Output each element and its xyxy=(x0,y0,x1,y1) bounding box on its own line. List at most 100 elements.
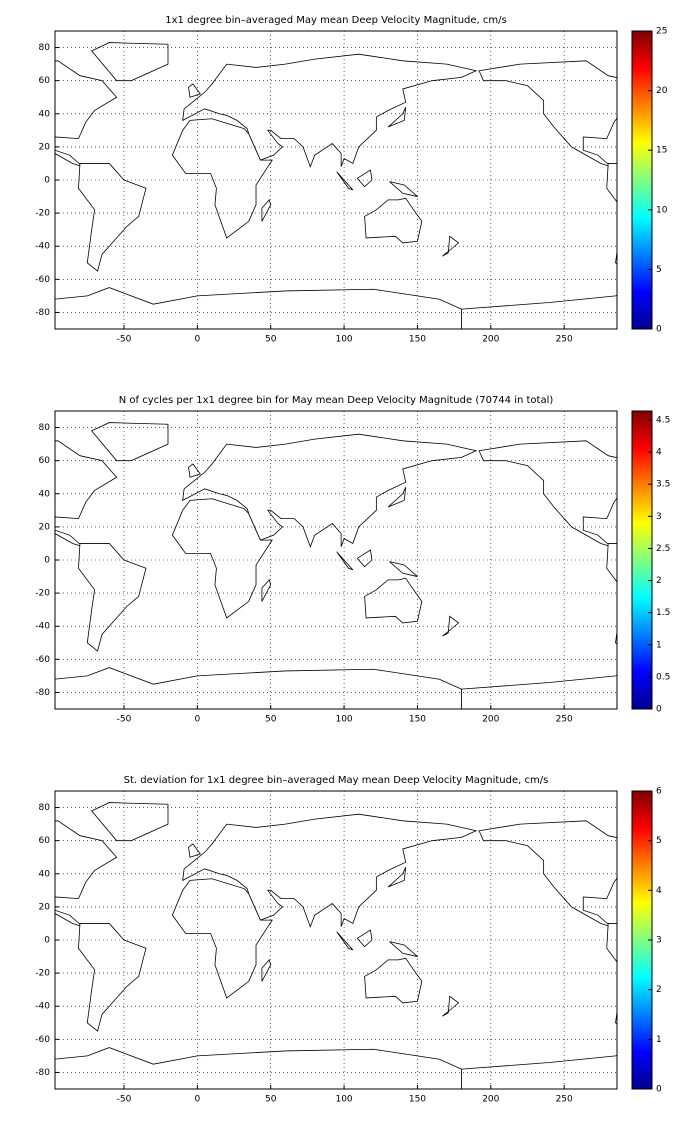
coastline xyxy=(478,60,617,168)
colorbar xyxy=(631,410,653,710)
x-tick-label: 50 xyxy=(265,335,277,345)
colorbar-tick-label: 2 xyxy=(656,576,662,586)
coastline xyxy=(389,561,418,577)
coastline xyxy=(55,1047,462,1089)
x-tick-label: 0 xyxy=(194,335,200,345)
y-tick-label: 40 xyxy=(39,489,51,499)
coastline xyxy=(55,60,118,168)
colorbar-tick-label: 15 xyxy=(656,146,667,156)
coastline xyxy=(55,820,118,928)
colorbar-tick-label: 4.5 xyxy=(656,415,670,425)
y-tick-label: -80 xyxy=(35,308,50,318)
coastline xyxy=(620,43,696,81)
y-tick-label: -80 xyxy=(35,688,50,698)
coastline xyxy=(387,486,407,508)
chart-title: 1x1 degree bin–averaged May mean Deep Ve… xyxy=(165,15,506,26)
y-tick-label: -60 xyxy=(35,275,50,285)
coastline xyxy=(606,543,617,645)
coastline xyxy=(182,433,478,548)
x-tick-label: 200 xyxy=(482,1095,499,1105)
coastline xyxy=(78,163,147,272)
x-tick-label: 50 xyxy=(265,1095,277,1105)
x-tick-label: 250 xyxy=(556,335,573,345)
coastline xyxy=(620,803,696,841)
colorbar-tick-label: 5 xyxy=(656,265,662,275)
x-tick-label: 200 xyxy=(482,715,499,725)
x-tick-label: 50 xyxy=(265,715,277,725)
colorbar-tick-label: 25 xyxy=(656,27,667,37)
x-tick-label: 150 xyxy=(409,1095,426,1105)
coastline xyxy=(55,287,462,329)
chart-title: St. deviation for 1x1 degree bin–average… xyxy=(124,775,549,786)
y-tick-label: 20 xyxy=(39,142,51,152)
coastline xyxy=(182,813,478,928)
colorbar-tick-label: 20 xyxy=(656,86,668,96)
land xyxy=(55,802,696,1089)
coastline xyxy=(336,171,354,191)
axes-frame xyxy=(54,30,618,330)
colorbar-tick-label: 2.5 xyxy=(656,544,670,554)
x-tick-label: 100 xyxy=(335,1095,352,1105)
coastline xyxy=(55,667,462,709)
coastline xyxy=(606,923,617,1025)
y-tick-label: 40 xyxy=(39,869,51,879)
y-tick-label: -20 xyxy=(35,209,50,219)
chart-title: N of cycles per 1x1 degree bin for May m… xyxy=(119,395,554,406)
y-tick-label: 20 xyxy=(39,522,51,532)
colorbar-tick-label: 10 xyxy=(656,205,668,215)
coastline xyxy=(389,181,418,197)
x-tick-label: -50 xyxy=(117,715,132,725)
x-tick-label: 250 xyxy=(556,1095,573,1105)
y-tick-label: 60 xyxy=(39,456,51,466)
coastline xyxy=(478,440,617,548)
y-tick-label: -40 xyxy=(35,242,50,252)
coastline xyxy=(188,463,201,478)
coastline xyxy=(261,959,272,982)
coastline xyxy=(606,163,617,265)
colorbar-tick-label: 4 xyxy=(656,886,662,896)
coastline xyxy=(336,551,354,571)
colorbar-tick-label: 3 xyxy=(656,512,662,522)
coastline xyxy=(171,118,273,239)
y-tick-label: -20 xyxy=(35,589,50,599)
coastline xyxy=(78,543,147,652)
x-tick-label: 0 xyxy=(194,715,200,725)
coastline xyxy=(387,106,407,128)
coastline xyxy=(261,199,272,222)
y-tick-label: -60 xyxy=(35,655,50,665)
coastline xyxy=(188,83,201,98)
coastline xyxy=(442,235,460,257)
y-tick-label: 60 xyxy=(39,836,51,846)
colorbar-tick-label: 0 xyxy=(656,325,662,335)
coastline xyxy=(387,866,407,888)
colorbar-tick-label: 4 xyxy=(656,448,662,458)
y-tick-label: 0 xyxy=(44,936,50,946)
land xyxy=(55,42,696,329)
coastline xyxy=(55,440,118,548)
x-tick-label: 200 xyxy=(482,335,499,345)
coastline xyxy=(336,931,354,951)
y-tick-label: 80 xyxy=(39,423,51,433)
x-tick-label: 150 xyxy=(409,335,426,345)
colorbar-tick-label: 5 xyxy=(656,836,662,846)
coastline xyxy=(442,995,460,1017)
coastline xyxy=(171,878,273,999)
y-tick-label: 0 xyxy=(44,556,50,566)
axes-frame xyxy=(54,790,618,1090)
y-tick-label: 20 xyxy=(39,902,51,912)
coastline xyxy=(389,941,418,957)
coastline xyxy=(78,923,147,1032)
colorbar-tick-label: 0 xyxy=(656,705,662,715)
coastline xyxy=(182,53,478,168)
coastline xyxy=(261,579,272,602)
colorbar xyxy=(631,30,653,330)
panel: 1x1 degree bin–averaged May mean Deep Ve… xyxy=(35,15,696,345)
y-tick-label: 80 xyxy=(39,43,51,53)
x-tick-label: 100 xyxy=(335,715,352,725)
panel: St. deviation for 1x1 degree bin–average… xyxy=(35,775,696,1105)
colorbar-tick-label: 0 xyxy=(656,1085,662,1095)
panel: N of cycles per 1x1 degree bin for May m… xyxy=(35,395,670,725)
y-tick-label: 40 xyxy=(39,109,51,119)
y-tick-label: -40 xyxy=(35,622,50,632)
